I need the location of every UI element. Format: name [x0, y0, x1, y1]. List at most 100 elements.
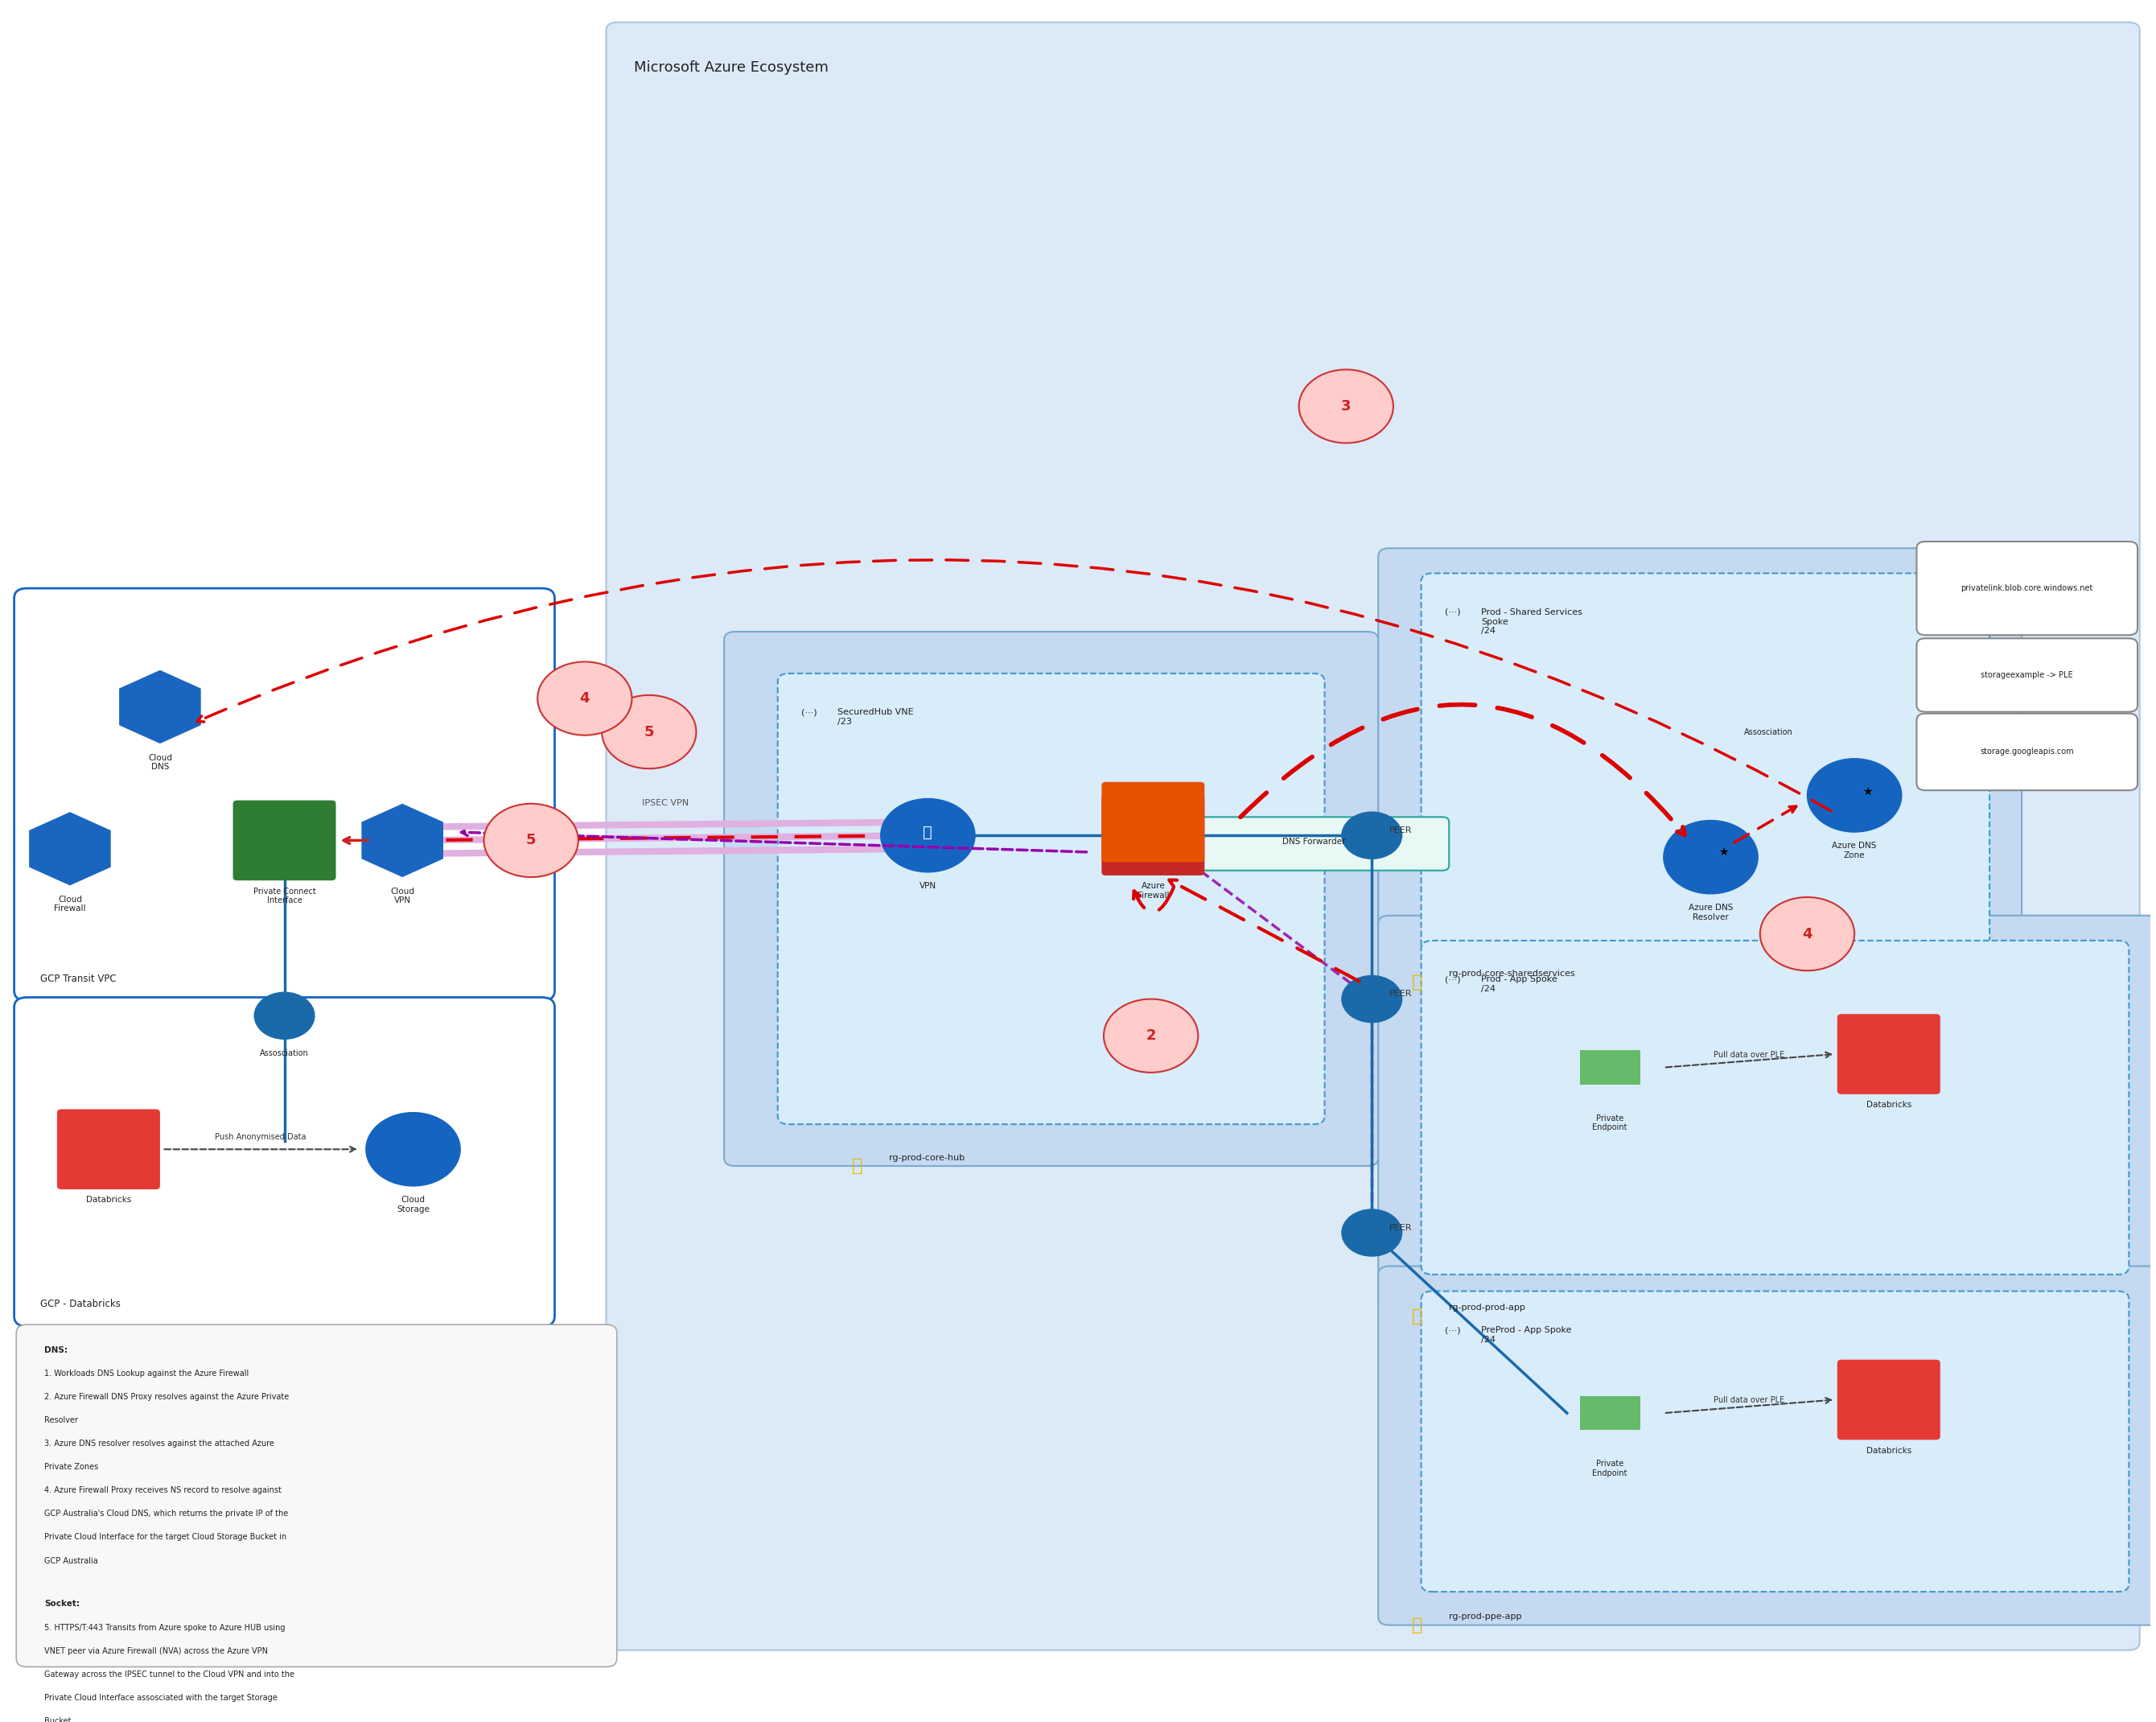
- Circle shape: [1104, 999, 1199, 1073]
- Text: 🔑: 🔑: [1412, 1309, 1423, 1324]
- Text: 5. HTTPS/T:443 Transits from Azure spoke to Azure HUB using: 5. HTTPS/T:443 Transits from Azure spoke…: [43, 1624, 285, 1631]
- FancyBboxPatch shape: [1837, 1014, 1940, 1093]
- Text: Private
Endpoint: Private Endpoint: [1593, 1460, 1628, 1477]
- Text: 5: 5: [645, 725, 653, 739]
- Text: Private Cloud Interface for the target Cloud Storage Bucket in: Private Cloud Interface for the target C…: [43, 1533, 287, 1541]
- FancyBboxPatch shape: [15, 589, 554, 1000]
- FancyBboxPatch shape: [1102, 796, 1205, 875]
- FancyBboxPatch shape: [1917, 639, 2137, 711]
- Circle shape: [254, 992, 315, 1038]
- Text: Cloud
Firewall: Cloud Firewall: [54, 895, 86, 913]
- Text: 🔑: 🔑: [1412, 1617, 1423, 1632]
- FancyBboxPatch shape: [1102, 782, 1205, 863]
- FancyBboxPatch shape: [1378, 1266, 2156, 1626]
- Polygon shape: [119, 670, 201, 744]
- Circle shape: [483, 804, 578, 876]
- Text: Prod - App Spoke
/24: Prod - App Spoke /24: [1481, 976, 1557, 994]
- FancyBboxPatch shape: [1190, 816, 1449, 870]
- Text: Resolver: Resolver: [43, 1417, 78, 1424]
- Text: Cloud
DNS: Cloud DNS: [149, 754, 172, 771]
- FancyBboxPatch shape: [1917, 713, 2137, 790]
- Text: Azure DNS
Resolver: Azure DNS Resolver: [1688, 904, 1733, 921]
- Text: PEER: PEER: [1388, 1224, 1412, 1231]
- Text: (···): (···): [1445, 608, 1460, 616]
- Text: Databricks: Databricks: [1867, 1100, 1912, 1109]
- Circle shape: [1807, 759, 1902, 832]
- Text: 2: 2: [1145, 1028, 1156, 1044]
- Text: Bucket: Bucket: [43, 1717, 71, 1722]
- Text: PreProd - App Spoke
/24: PreProd - App Spoke /24: [1481, 1326, 1572, 1343]
- Text: GCP Australia's Cloud DNS, which returns the private IP of the: GCP Australia's Cloud DNS, which returns…: [43, 1510, 289, 1519]
- Text: VNET peer via Azure Firewall (NVA) across the Azure VPN: VNET peer via Azure Firewall (NVA) acros…: [43, 1646, 267, 1655]
- Text: 4: 4: [580, 691, 591, 706]
- Text: Private
Endpoint: Private Endpoint: [1593, 1114, 1628, 1131]
- Text: privatelink.blob.core.windows.net: privatelink.blob.core.windows.net: [1962, 584, 2093, 592]
- Text: Microsoft Azure Ecosystem: Microsoft Azure Ecosystem: [634, 60, 828, 76]
- Text: 5: 5: [526, 833, 537, 847]
- FancyBboxPatch shape: [1421, 1292, 2128, 1591]
- Polygon shape: [362, 804, 444, 876]
- Text: rg-prod-core-sharedservices: rg-prod-core-sharedservices: [1449, 969, 1576, 978]
- Text: GCP Transit VPC: GCP Transit VPC: [41, 973, 116, 983]
- FancyBboxPatch shape: [17, 1324, 617, 1667]
- Circle shape: [367, 1112, 459, 1186]
- FancyBboxPatch shape: [56, 1109, 160, 1190]
- Text: storage.googleapis.com: storage.googleapis.com: [1979, 747, 2074, 756]
- Text: storageexample -> PLE: storageexample -> PLE: [1981, 672, 2074, 678]
- Text: SecuredHub VNE
/23: SecuredHub VNE /23: [839, 708, 914, 727]
- Text: 2. Azure Firewall DNS Proxy resolves against the Azure Private: 2. Azure Firewall DNS Proxy resolves aga…: [43, 1393, 289, 1402]
- Text: 3: 3: [1341, 400, 1352, 413]
- FancyBboxPatch shape: [778, 673, 1324, 1124]
- Text: Gateway across the IPSEC tunnel to the Cloud VPN and into the: Gateway across the IPSEC tunnel to the C…: [43, 1670, 295, 1679]
- Text: PEER: PEER: [1388, 990, 1412, 999]
- Circle shape: [1341, 976, 1401, 1023]
- Text: rg-prod-ppe-app: rg-prod-ppe-app: [1449, 1614, 1522, 1620]
- Circle shape: [1664, 820, 1757, 894]
- Text: ★: ★: [1863, 787, 1871, 797]
- Text: 🔒: 🔒: [923, 825, 934, 840]
- Text: Assosciation: Assosciation: [1744, 728, 1794, 737]
- FancyBboxPatch shape: [1837, 1360, 1940, 1440]
- Text: ★: ★: [1718, 847, 1729, 858]
- Text: Private Cloud Interface assosciated with the target Storage: Private Cloud Interface assosciated with…: [43, 1693, 278, 1701]
- Text: VPN: VPN: [918, 882, 936, 890]
- Text: (···): (···): [1445, 976, 1460, 983]
- Polygon shape: [1580, 1397, 1641, 1429]
- Text: (···): (···): [1445, 1326, 1460, 1335]
- Text: Databricks: Databricks: [1867, 1446, 1912, 1455]
- Text: PEER: PEER: [1388, 827, 1412, 835]
- Text: GCP - Databricks: GCP - Databricks: [41, 1298, 121, 1309]
- FancyBboxPatch shape: [724, 632, 1378, 1166]
- Text: Cloud
VPN: Cloud VPN: [390, 887, 414, 904]
- Circle shape: [1759, 897, 1854, 971]
- Circle shape: [880, 799, 975, 871]
- Circle shape: [537, 661, 632, 735]
- Circle shape: [602, 696, 696, 768]
- Text: DNS Forwarder: DNS Forwarder: [1283, 839, 1345, 846]
- Polygon shape: [28, 813, 110, 885]
- FancyBboxPatch shape: [1378, 916, 2156, 1309]
- Text: Private Zones: Private Zones: [43, 1464, 99, 1471]
- Text: DNS:: DNS:: [43, 1347, 67, 1353]
- Text: rg-prod-core-hub: rg-prod-core-hub: [888, 1154, 966, 1162]
- Text: Pull data over PLE: Pull data over PLE: [1714, 1050, 1785, 1059]
- FancyBboxPatch shape: [606, 22, 2139, 1650]
- Text: Socket:: Socket:: [43, 1600, 80, 1608]
- Text: 🔑: 🔑: [1412, 975, 1423, 990]
- Text: Prod - Shared Services
Spoke
/24: Prod - Shared Services Spoke /24: [1481, 608, 1583, 635]
- Text: 4: 4: [1802, 926, 1813, 942]
- Polygon shape: [1580, 1050, 1641, 1085]
- FancyBboxPatch shape: [1378, 548, 2022, 982]
- Text: Assosciation: Assosciation: [261, 1049, 308, 1057]
- Text: (···): (···): [802, 708, 817, 716]
- Circle shape: [1341, 1209, 1401, 1255]
- Text: Azure
Firewall: Azure Firewall: [1136, 882, 1169, 899]
- FancyBboxPatch shape: [1421, 940, 2128, 1274]
- Text: Azure DNS
Zone: Azure DNS Zone: [1833, 842, 1876, 859]
- Text: 1. Workloads DNS Lookup against the Azure Firewall: 1. Workloads DNS Lookup against the Azur…: [43, 1369, 248, 1378]
- Text: Push Anonymised Data: Push Anonymised Data: [216, 1133, 306, 1140]
- FancyBboxPatch shape: [233, 801, 336, 880]
- Text: IPSEC VPN: IPSEC VPN: [642, 799, 688, 806]
- FancyBboxPatch shape: [15, 997, 554, 1326]
- Text: Private Connect
Interface: Private Connect Interface: [252, 887, 315, 904]
